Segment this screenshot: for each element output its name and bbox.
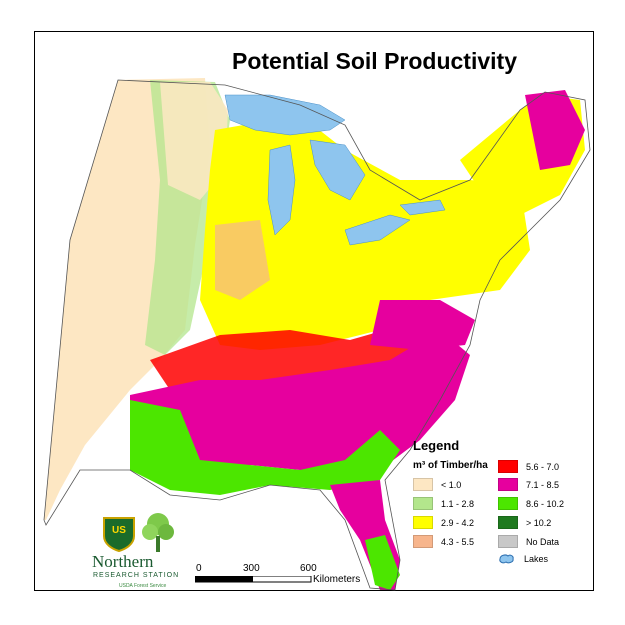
region-gulf-green <box>130 400 400 495</box>
shield-text: US <box>112 525 126 536</box>
region-florida-south <box>365 535 400 590</box>
region-outline <box>43 79 591 591</box>
legend-label: > 10.2 <box>526 517 552 528</box>
legend-label: 1.1 - 2.8 <box>441 498 475 509</box>
scale-unit: Kilometers <box>313 574 361 585</box>
region-appalachia <box>370 300 475 350</box>
legend-item-no-data: No Data <box>498 535 559 548</box>
scale-bar <box>195 576 312 583</box>
lake-erie <box>344 214 411 246</box>
logo-station: RESEARCH STATION <box>93 572 180 579</box>
lake-icon <box>499 554 514 564</box>
legend-item-8-6-to-10-2: 8.6 - 10.2 <box>498 497 564 510</box>
scale-tick-600: 600 <box>300 563 317 574</box>
legend-item-7-1-to-8-5: 7.1 - 8.5 <box>498 478 559 491</box>
legend-item-2-9-to-4-2: 2.9 - 4.2 <box>413 516 474 529</box>
legend-label: < 1.0 <box>441 479 462 490</box>
legend-title: Legend <box>413 438 460 453</box>
region-maine <box>525 90 585 170</box>
legend-label: 2.9 - 4.2 <box>441 517 475 528</box>
legend-item-5-6-to-7-0: 5.6 - 7.0 <box>498 460 559 473</box>
legend-swatch <box>498 516 518 529</box>
legend-label: 5.6 - 7.0 <box>526 461 560 472</box>
legend-swatch <box>498 460 518 473</box>
legend-swatch <box>498 478 518 491</box>
legend-item-1-1-to-2-8: 1.1 - 2.8 <box>413 497 474 510</box>
legend-item-gt-10-2: > 10.2 <box>498 516 551 529</box>
legend-swatch <box>413 497 433 510</box>
legend-item-lakes: Lakes <box>498 553 548 565</box>
legend-swatch <box>498 497 518 510</box>
legend-label: 7.1 - 8.5 <box>526 479 560 490</box>
lake-huron <box>309 139 366 201</box>
legend-item-lt-1: < 1.0 <box>413 478 461 491</box>
scale-tick-0: 0 <box>196 563 202 574</box>
lake-superior <box>224 94 346 136</box>
legend-subtitle: m³ of Timber/ha <box>413 460 488 471</box>
legend-label: Lakes <box>524 554 549 564</box>
scale-tick-300: 300 <box>243 563 260 574</box>
logo-name: Northern <box>92 552 154 571</box>
legend-label: 4.3 - 5.5 <box>441 536 475 547</box>
tree-logo-icon <box>142 513 174 552</box>
logo-agency: USDA Forest Service <box>119 583 167 589</box>
legend-swatch <box>498 535 518 548</box>
legend-swatch <box>413 516 433 529</box>
legend-swatch <box>413 535 433 548</box>
region-iowa-illinois <box>215 220 270 300</box>
legend-label: No Data <box>526 536 560 547</box>
forest-service-shield-icon: US <box>103 517 135 552</box>
map-title: Potential Soil Productivity <box>232 48 517 74</box>
lake-ontario <box>399 199 446 216</box>
legend-label: 8.6 - 10.2 <box>526 498 565 509</box>
legend-swatch <box>413 478 433 491</box>
lake-michigan <box>267 144 296 236</box>
legend-item-4-3-to-5-5: 4.3 - 5.5 <box>413 535 474 548</box>
